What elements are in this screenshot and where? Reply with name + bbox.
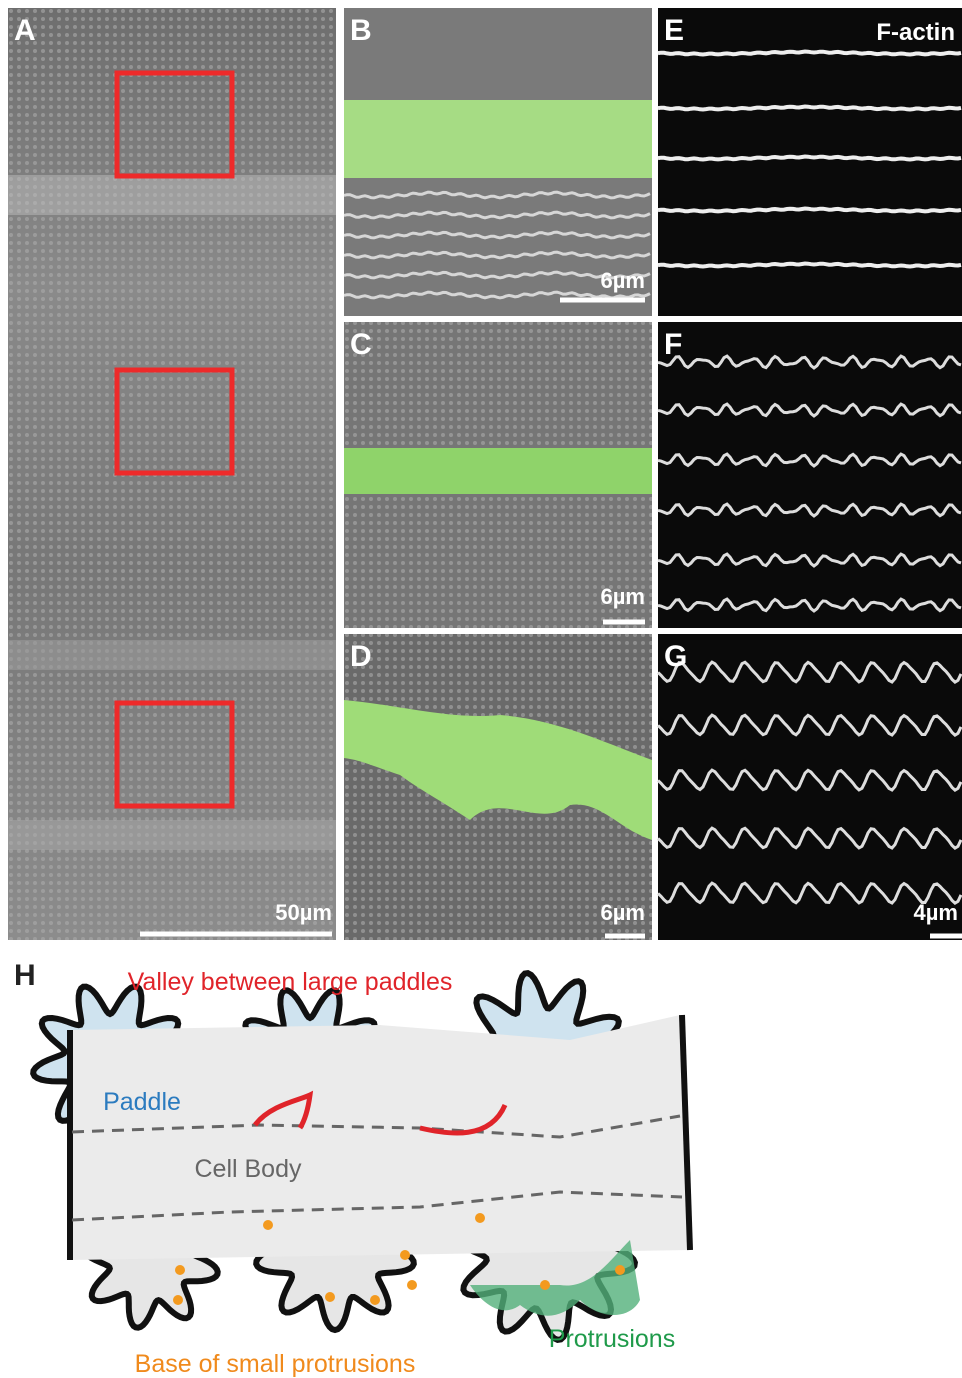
figure: A B C D E F G F-actin 50µm 6µm 6µm 6µm 4… xyxy=(0,0,962,1378)
panel-label: C xyxy=(350,328,372,361)
scale-bar-label: 50µm xyxy=(275,900,332,925)
panel-label: D xyxy=(350,640,372,673)
panel-label: B xyxy=(350,14,372,47)
scale-bar-label: 4µm xyxy=(914,900,958,925)
valley-label: Valley between large paddles xyxy=(128,968,453,996)
protrusion-base xyxy=(325,1292,335,1302)
scale-bar-label: 6µm xyxy=(601,268,645,293)
panel-f xyxy=(658,322,962,628)
panel-d xyxy=(344,634,652,940)
stain-caption: F-actin xyxy=(876,19,955,46)
cell-body-label: Cell Body xyxy=(195,1155,302,1183)
paddle-label: Paddle xyxy=(103,1088,181,1116)
scale-bar-label: 6µm xyxy=(601,900,645,925)
panel-label: A xyxy=(14,14,36,47)
panel-g xyxy=(658,634,962,940)
panel-label: E xyxy=(664,14,684,47)
protrusion-base xyxy=(175,1265,185,1275)
protrusions-label: Protrusions xyxy=(549,1325,675,1353)
protrusion-base xyxy=(173,1295,183,1305)
base-label: Base of small protrusions xyxy=(135,1350,416,1378)
protrusion-base xyxy=(400,1250,410,1260)
panel-e xyxy=(658,8,962,316)
panel-c xyxy=(344,322,652,628)
protrusion-base xyxy=(370,1295,380,1305)
protrusion-base xyxy=(407,1280,417,1290)
diagram xyxy=(33,973,690,1340)
panel-label: F xyxy=(664,328,682,361)
protrusion-base xyxy=(475,1213,485,1223)
panel-label: H xyxy=(14,959,36,992)
scale-bar-label: 6µm xyxy=(601,584,645,609)
protrusion-base xyxy=(263,1220,273,1230)
panel-label: G xyxy=(664,640,687,673)
panel-a xyxy=(8,8,336,940)
protrusion-base xyxy=(615,1265,625,1275)
protrusion-base xyxy=(540,1280,550,1290)
